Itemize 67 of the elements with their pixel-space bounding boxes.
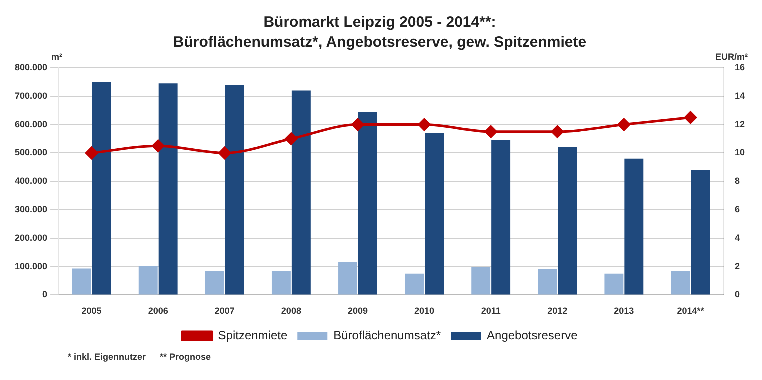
bar (624, 158, 644, 295)
legend-label: Spitzenmiete (218, 328, 288, 342)
y2-tick-label: 0 (734, 290, 740, 300)
legend-label: Büroflächenumsatz* (334, 328, 442, 342)
x-tick-label: 2006 (148, 306, 168, 316)
x-tick-label: 2009 (348, 306, 368, 316)
point (352, 118, 364, 132)
bar (691, 170, 710, 295)
point (551, 126, 564, 138)
bar (138, 266, 158, 295)
y2-tick-label: 2 (734, 261, 740, 272)
y-tick-label: 500.000 (14, 148, 48, 158)
text: * inkl. Eigennutzer (68, 352, 146, 364)
point (285, 132, 298, 146)
y2-tick-label: 8 (734, 176, 740, 186)
bar (604, 274, 624, 295)
bar (492, 140, 511, 295)
bar (472, 267, 491, 295)
bar (272, 271, 291, 295)
bar (425, 133, 444, 295)
x-tick-label: 2007 (214, 306, 235, 316)
y-axis-title: m² (52, 52, 63, 62)
point (218, 146, 232, 160)
point (684, 111, 697, 124)
bar (671, 271, 690, 295)
x-tick-label: 2011 (481, 306, 501, 316)
x-tick-label: 2005 (82, 306, 102, 316)
bar (225, 85, 244, 295)
y-tick-label: 100.000 (14, 261, 48, 272)
chart-subtitle: Büroflächenumsatz*, Angebotsreserve, gew. Spitzenmiete (173, 34, 587, 52)
y-tick-label: 0 (42, 290, 48, 300)
y-tick-label: 700.000 (14, 90, 48, 101)
y-tick-label: 800.000 (14, 62, 48, 72)
x-tick-label: 2010 (414, 306, 435, 316)
y2-tick-label: 14 (734, 90, 746, 101)
bar (72, 268, 92, 295)
chart-title: Büromarkt Leipzig 2005 - 2014**: (264, 14, 496, 32)
bar (158, 84, 178, 295)
text: ** Prognose (160, 352, 212, 364)
bar (558, 148, 578, 295)
y2-tick-label: 10 (734, 148, 746, 158)
bar (205, 271, 224, 295)
x-tick-label: 2013 (614, 306, 634, 316)
y-tick-label: 300.000 (14, 204, 48, 214)
bar (538, 269, 558, 295)
point (484, 126, 498, 138)
y2-tick-label: 6 (734, 204, 740, 214)
point (86, 146, 98, 160)
y-tick-label: 200.000 (14, 232, 48, 243)
y2-tick-label: 16 (734, 62, 746, 72)
bar (338, 262, 358, 295)
bar (92, 82, 112, 295)
y2-tick-label: 4 (734, 232, 740, 243)
point (618, 118, 630, 132)
x-tick-label: 2008 (281, 306, 302, 316)
point (152, 140, 165, 152)
y2-axis-title: EUR/m² (715, 52, 748, 62)
bar (358, 112, 378, 295)
legend-label: Angebotsreserve (487, 328, 578, 342)
y-tick-label: 600.000 (14, 119, 48, 130)
y-tick-label: 400.000 (14, 176, 48, 186)
bar (292, 90, 311, 295)
y2-tick-label: 12 (734, 119, 746, 130)
bar (405, 274, 424, 295)
x-tick-label: 2014** (677, 306, 705, 316)
point (418, 118, 431, 132)
x-tick-label: 2012 (548, 306, 568, 316)
